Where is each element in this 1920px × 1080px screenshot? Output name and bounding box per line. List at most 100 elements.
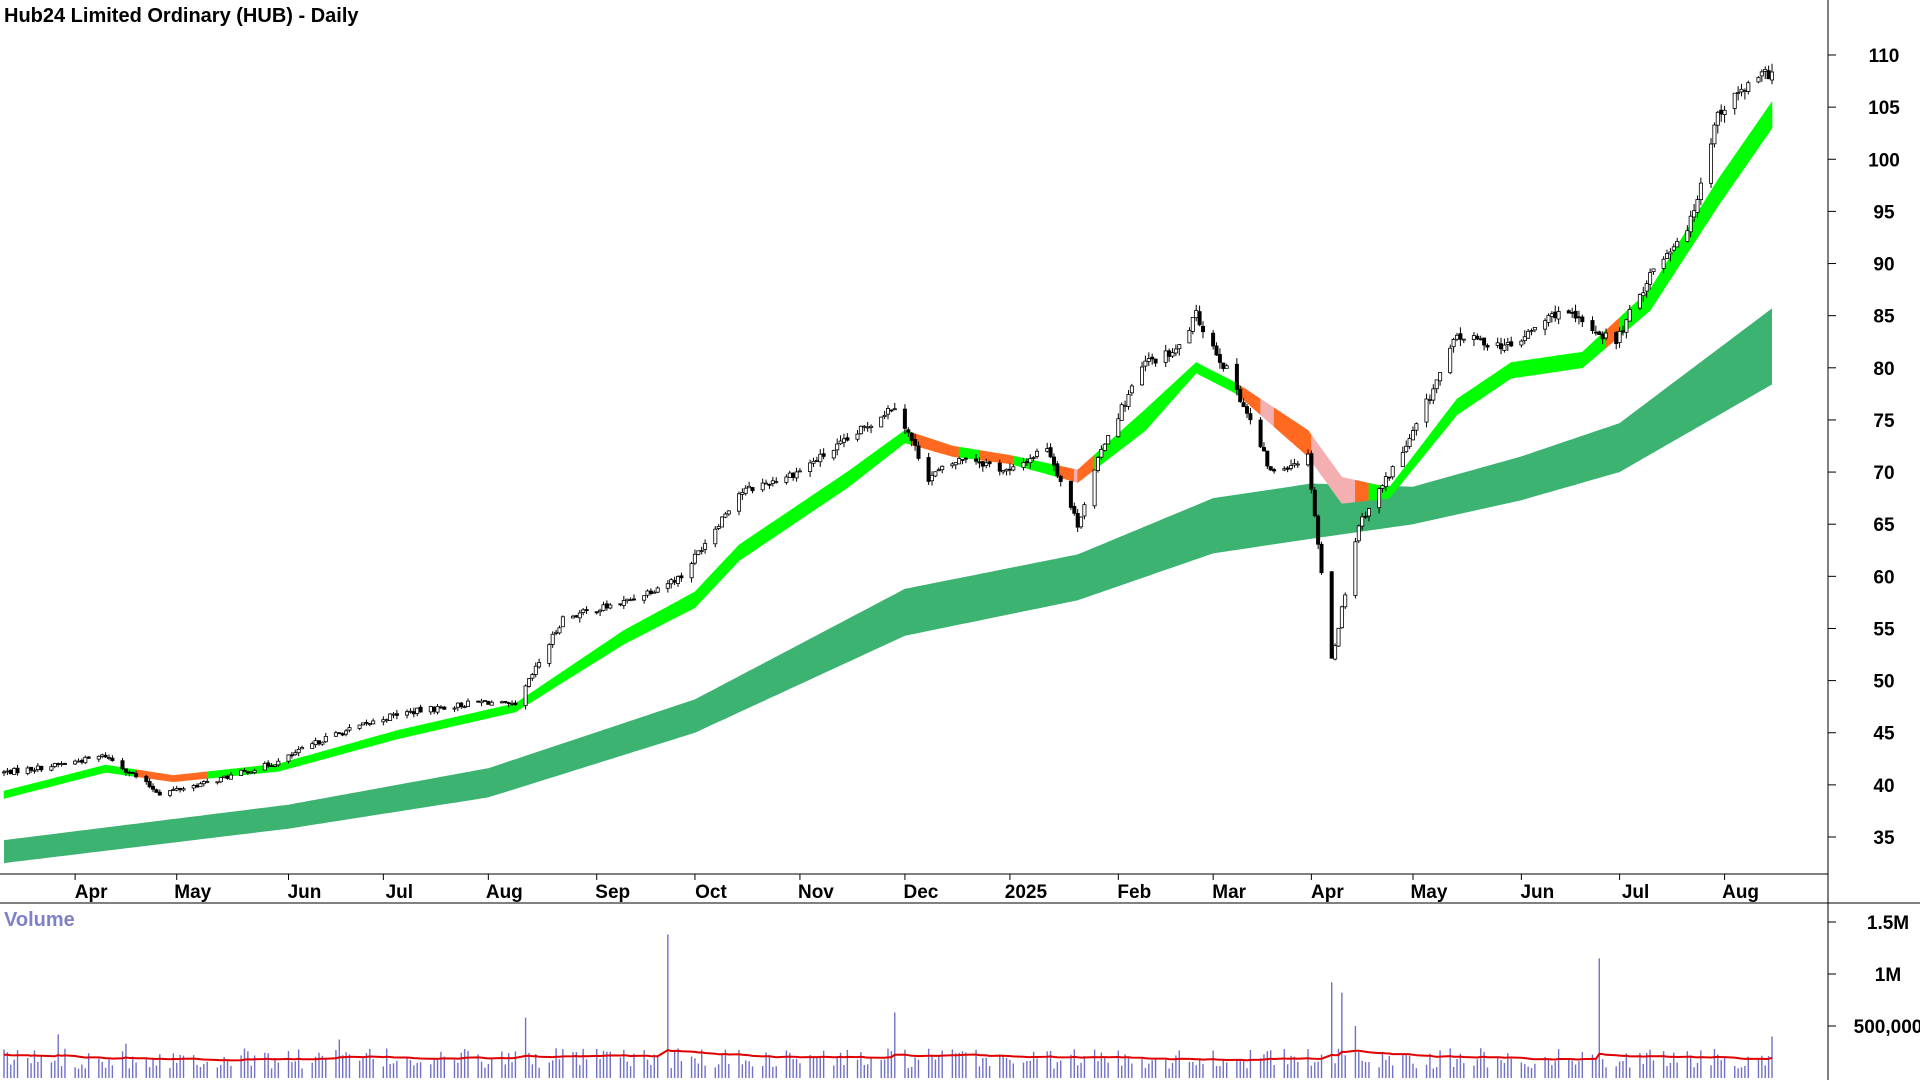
date-tick-label: Dec xyxy=(904,882,939,903)
candle-body xyxy=(855,433,860,440)
short-term-band-segment xyxy=(1483,378,1488,398)
candle-body xyxy=(32,769,37,772)
short-term-band-segment xyxy=(74,771,79,781)
short-term-band-segment xyxy=(1151,399,1156,424)
short-term-band-segment xyxy=(1080,463,1085,481)
candle-body xyxy=(533,665,538,675)
candle-body xyxy=(808,462,813,472)
volume-axis-ticks: 500,000 1M 1.5M xyxy=(1828,913,1920,1038)
short-term-band-segment xyxy=(78,770,83,780)
candle-body xyxy=(1197,311,1202,326)
candle-body xyxy=(489,701,494,706)
candle-body xyxy=(205,781,210,783)
short-term-band-segment xyxy=(1195,362,1200,376)
short-term-band-segment xyxy=(843,471,848,491)
price-tick-label: 110 xyxy=(1869,46,1900,67)
short-term-band-segment xyxy=(457,715,462,726)
candle-body xyxy=(1234,363,1239,390)
short-term-band-segment xyxy=(809,494,814,514)
short-term-band-segment xyxy=(718,562,723,584)
candle-body xyxy=(110,757,115,761)
candle-body xyxy=(1356,525,1361,542)
candle-body xyxy=(1756,77,1761,83)
date-tick-label: 2025 xyxy=(1005,882,1048,903)
short-term-band-segment xyxy=(339,745,343,756)
candle-body xyxy=(1316,515,1321,545)
candle-body xyxy=(676,576,681,584)
short-term-band-segment xyxy=(1219,374,1224,388)
candle-body xyxy=(1543,320,1548,330)
candle-body xyxy=(713,528,718,545)
short-term-band-segment xyxy=(54,776,59,786)
candle-body xyxy=(625,598,630,602)
candle-body xyxy=(63,763,68,765)
candle-body xyxy=(1150,356,1155,360)
short-term-band-segment xyxy=(1365,482,1370,502)
short-term-band-segment xyxy=(291,758,296,768)
price-tick-label: 55 xyxy=(1873,619,1895,640)
candle-body xyxy=(394,713,399,716)
candle-body xyxy=(1187,329,1192,344)
candle-body xyxy=(415,707,420,714)
candle-body xyxy=(1045,448,1050,452)
short-term-band-segment xyxy=(650,613,655,631)
candle-body xyxy=(598,609,603,613)
short-term-band-segment xyxy=(880,444,885,462)
short-term-band-segment xyxy=(464,714,469,724)
short-term-band-segment xyxy=(1568,353,1573,371)
short-term-band-segment xyxy=(931,438,936,453)
candle-body xyxy=(550,633,555,645)
short-term-band-segment xyxy=(643,617,648,635)
short-term-band-segment xyxy=(183,772,194,782)
candle-body xyxy=(1116,418,1121,437)
candle-body xyxy=(1641,292,1646,297)
candle-body xyxy=(1011,466,1016,471)
short-term-band-segment xyxy=(952,445,957,458)
candle-body xyxy=(1566,310,1571,314)
short-term-band-segment xyxy=(698,584,703,605)
candle-body xyxy=(262,763,267,771)
candle-body xyxy=(1068,480,1073,508)
short-term-band-segment xyxy=(206,770,218,779)
candle-body xyxy=(1177,344,1182,350)
candle-body xyxy=(1709,143,1714,184)
candle-body xyxy=(1295,463,1300,466)
candle-body xyxy=(926,457,931,482)
short-term-band-segment xyxy=(938,441,943,454)
candle-body xyxy=(272,764,277,767)
candle-body xyxy=(1224,365,1229,369)
candle-body xyxy=(100,754,105,757)
candle-body xyxy=(1360,516,1365,527)
candle-body xyxy=(242,770,247,772)
short-term-band-segment xyxy=(701,580,706,602)
short-term-band-segment xyxy=(667,604,672,622)
short-term-band-segment xyxy=(745,537,750,557)
candle-body xyxy=(1123,404,1128,407)
candle-body xyxy=(455,702,460,708)
candle-body xyxy=(1217,354,1222,363)
candle-body xyxy=(1604,332,1609,339)
price-tick-label: 105 xyxy=(1868,98,1900,119)
candle-body xyxy=(1285,467,1290,470)
candle-body xyxy=(1241,402,1246,408)
candle-body xyxy=(628,599,633,602)
candle-body xyxy=(340,733,345,736)
short-term-band-segment xyxy=(1558,353,1570,372)
candle-body xyxy=(269,765,274,767)
date-tick-label: Oct xyxy=(695,882,727,903)
candle-body xyxy=(1153,358,1158,364)
candle-body xyxy=(632,598,637,601)
candle-body xyxy=(1549,313,1554,318)
candle-body xyxy=(774,481,779,484)
candle-body xyxy=(1004,468,1009,472)
candle-body xyxy=(1593,331,1598,334)
short-term-band-segment xyxy=(891,437,896,455)
candle-body xyxy=(1715,111,1720,126)
candle-body xyxy=(1719,109,1724,115)
candle-body xyxy=(222,775,227,778)
date-tick-label: Nov xyxy=(798,882,834,903)
candle-body xyxy=(96,755,101,760)
candle-body xyxy=(1648,272,1653,285)
candle-body xyxy=(56,763,61,765)
candle-body xyxy=(869,425,874,428)
